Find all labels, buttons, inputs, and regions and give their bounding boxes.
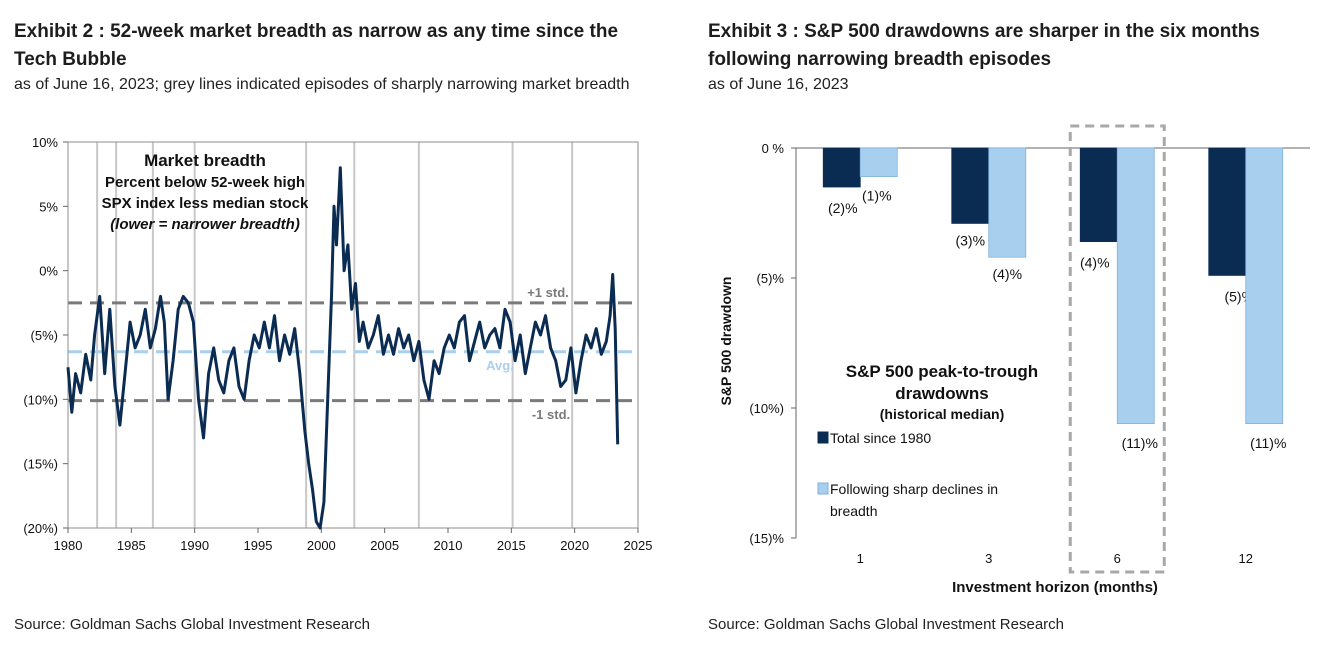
category-label-12: 12 — [1239, 551, 1253, 566]
bar-following-3 — [988, 147, 1027, 258]
bar-group: 1(2)%(1)%3(3)%(4)%6(4)%(11)%12(5)%(11)% — [822, 147, 1286, 566]
bar-y-tick-label-3: (15)% — [749, 531, 784, 546]
legend-swatch-1 — [817, 431, 829, 444]
market-breadth-annotation: Market breadth Percent below 52-week hig… — [102, 151, 309, 233]
category-label-6: 6 — [1114, 551, 1121, 566]
bar-total-3 — [951, 147, 990, 224]
y-tick-label-0: 10% — [32, 135, 58, 150]
x-tick-label-7: 2015 — [497, 538, 526, 553]
x-tick-label-8: 2020 — [560, 538, 589, 553]
x-tick-label-0: 1980 — [54, 538, 83, 553]
annotation-line-4: (lower = narrower breadth) — [110, 216, 300, 233]
bar-label-total-3: (3)% — [955, 232, 985, 248]
exhibit-3-title: Exhibit 3 : S&P 500 drawdowns are sharpe… — [708, 21, 1260, 70]
bar-total-12 — [1208, 147, 1247, 276]
bar-annotation-line-1: S&P 500 peak-to-trough — [846, 362, 1038, 381]
bar-label-following-3: (4)% — [992, 266, 1022, 282]
exhibit-2-subtitle: as of June 16, 2023; grey lines indicate… — [14, 76, 630, 93]
six-month-highlight-box — [1068, 124, 1166, 574]
bar-label-following-6: (11)% — [1122, 435, 1158, 451]
exhibit-3-panel: Exhibit 3 : S&P 500 drawdowns are sharpe… — [700, 0, 1334, 653]
exhibit-2-source: Source: Goldman Sachs Global Investment … — [14, 616, 371, 633]
bar-label-total-1: (2)% — [828, 200, 858, 216]
bar-annotation-line-3: (historical median) — [880, 406, 1004, 422]
bar-y-tick-label-2: (10%) — [749, 401, 784, 416]
bar-following-12 — [1245, 147, 1284, 425]
market-breadth-line-chart: 10% 5% 0% (5%) (10%) (15%) (20%) 1980 1985 1990 19… — [23, 135, 652, 553]
minus-1-std-label: -1 std. — [532, 407, 570, 422]
x-tick-label-5: 2005 — [370, 538, 399, 553]
bar-label-following-12: (11)% — [1250, 435, 1286, 451]
x-tick-label-4: 2000 — [307, 538, 336, 553]
bar-y-tick-label-0: 0 % — [762, 141, 785, 156]
bar-following-1 — [859, 147, 898, 178]
legend-label-2: Following sharp declines in breadth — [830, 481, 998, 519]
bar-chart-axes: 0 % (5)% (10%) (15)% S&P 500 drawdown Investm… — [718, 141, 1310, 596]
x-tick-label-9: 2025 — [624, 538, 653, 553]
category-label-3: 3 — [985, 551, 992, 566]
bar-legend: Total since 1980 Following sharp declines… — [817, 430, 998, 519]
breadth-series-line — [66, 166, 620, 530]
bar-y-tick-label-1: (5)% — [757, 271, 785, 286]
x-tick-label-6: 2010 — [434, 538, 463, 553]
bar-label-following-1: (1)% — [862, 188, 892, 204]
category-label-1: 1 — [857, 551, 864, 566]
x-tick-label-1: 1985 — [117, 538, 146, 553]
bar-following-6 — [1116, 147, 1155, 425]
annotation-line-1: Market breadth — [144, 151, 266, 170]
annotation-line-2: Percent below 52-week high — [105, 174, 305, 191]
x-tick-label-3: 1995 — [244, 538, 273, 553]
y-tick-label-1: 5% — [39, 199, 58, 214]
annotation-line-3: SPX index less median stock — [102, 195, 309, 212]
bar-annotation-line-2: drawdowns — [895, 384, 989, 403]
bar-y-axis-title: S&P 500 drawdown — [718, 277, 734, 406]
legend-swatch-2 — [817, 482, 829, 495]
exhibit-3-subtitle: as of June 16, 2023 — [708, 76, 849, 93]
y-tick-label-5: (15%) — [23, 457, 58, 472]
bar-total-6 — [1079, 147, 1118, 242]
y-tick-label-2: 0% — [39, 264, 58, 279]
legend-label-1: Total since 1980 — [830, 430, 931, 446]
y-tick-label-3: (5%) — [31, 328, 58, 343]
line-chart-axes: 10% 5% 0% (5%) (10%) (15%) (20%) 1980 1985 1990 19… — [23, 135, 652, 553]
reference-lines — [68, 301, 638, 403]
bar-label-total-6: (4)% — [1080, 255, 1110, 271]
plus-1-std-label: +1 std. — [527, 285, 569, 300]
avg-label: Avg. — [486, 358, 514, 373]
x-tick-label-2: 1990 — [180, 538, 209, 553]
bar-chart-annotation: S&P 500 peak-to-trough drawdowns (histor… — [846, 362, 1038, 422]
drawdown-bar-chart: 0 % (5)% (10%) (15)% S&P 500 drawdown Investm… — [718, 124, 1310, 596]
bar-total-1 — [822, 147, 861, 188]
bar-x-axis-title: Investment horizon (months) — [952, 579, 1158, 596]
y-tick-label-6: (20%) — [23, 521, 58, 536]
exhibit-3-source: Source: Goldman Sachs Global Investment … — [708, 616, 1065, 633]
y-tick-label-4: (10%) — [23, 392, 58, 407]
exhibit-2-panel: Exhibit 2 : 52-week market breadth as na… — [14, 21, 652, 633]
exhibit-2-title: Exhibit 2 : 52-week market breadth as na… — [14, 21, 619, 70]
